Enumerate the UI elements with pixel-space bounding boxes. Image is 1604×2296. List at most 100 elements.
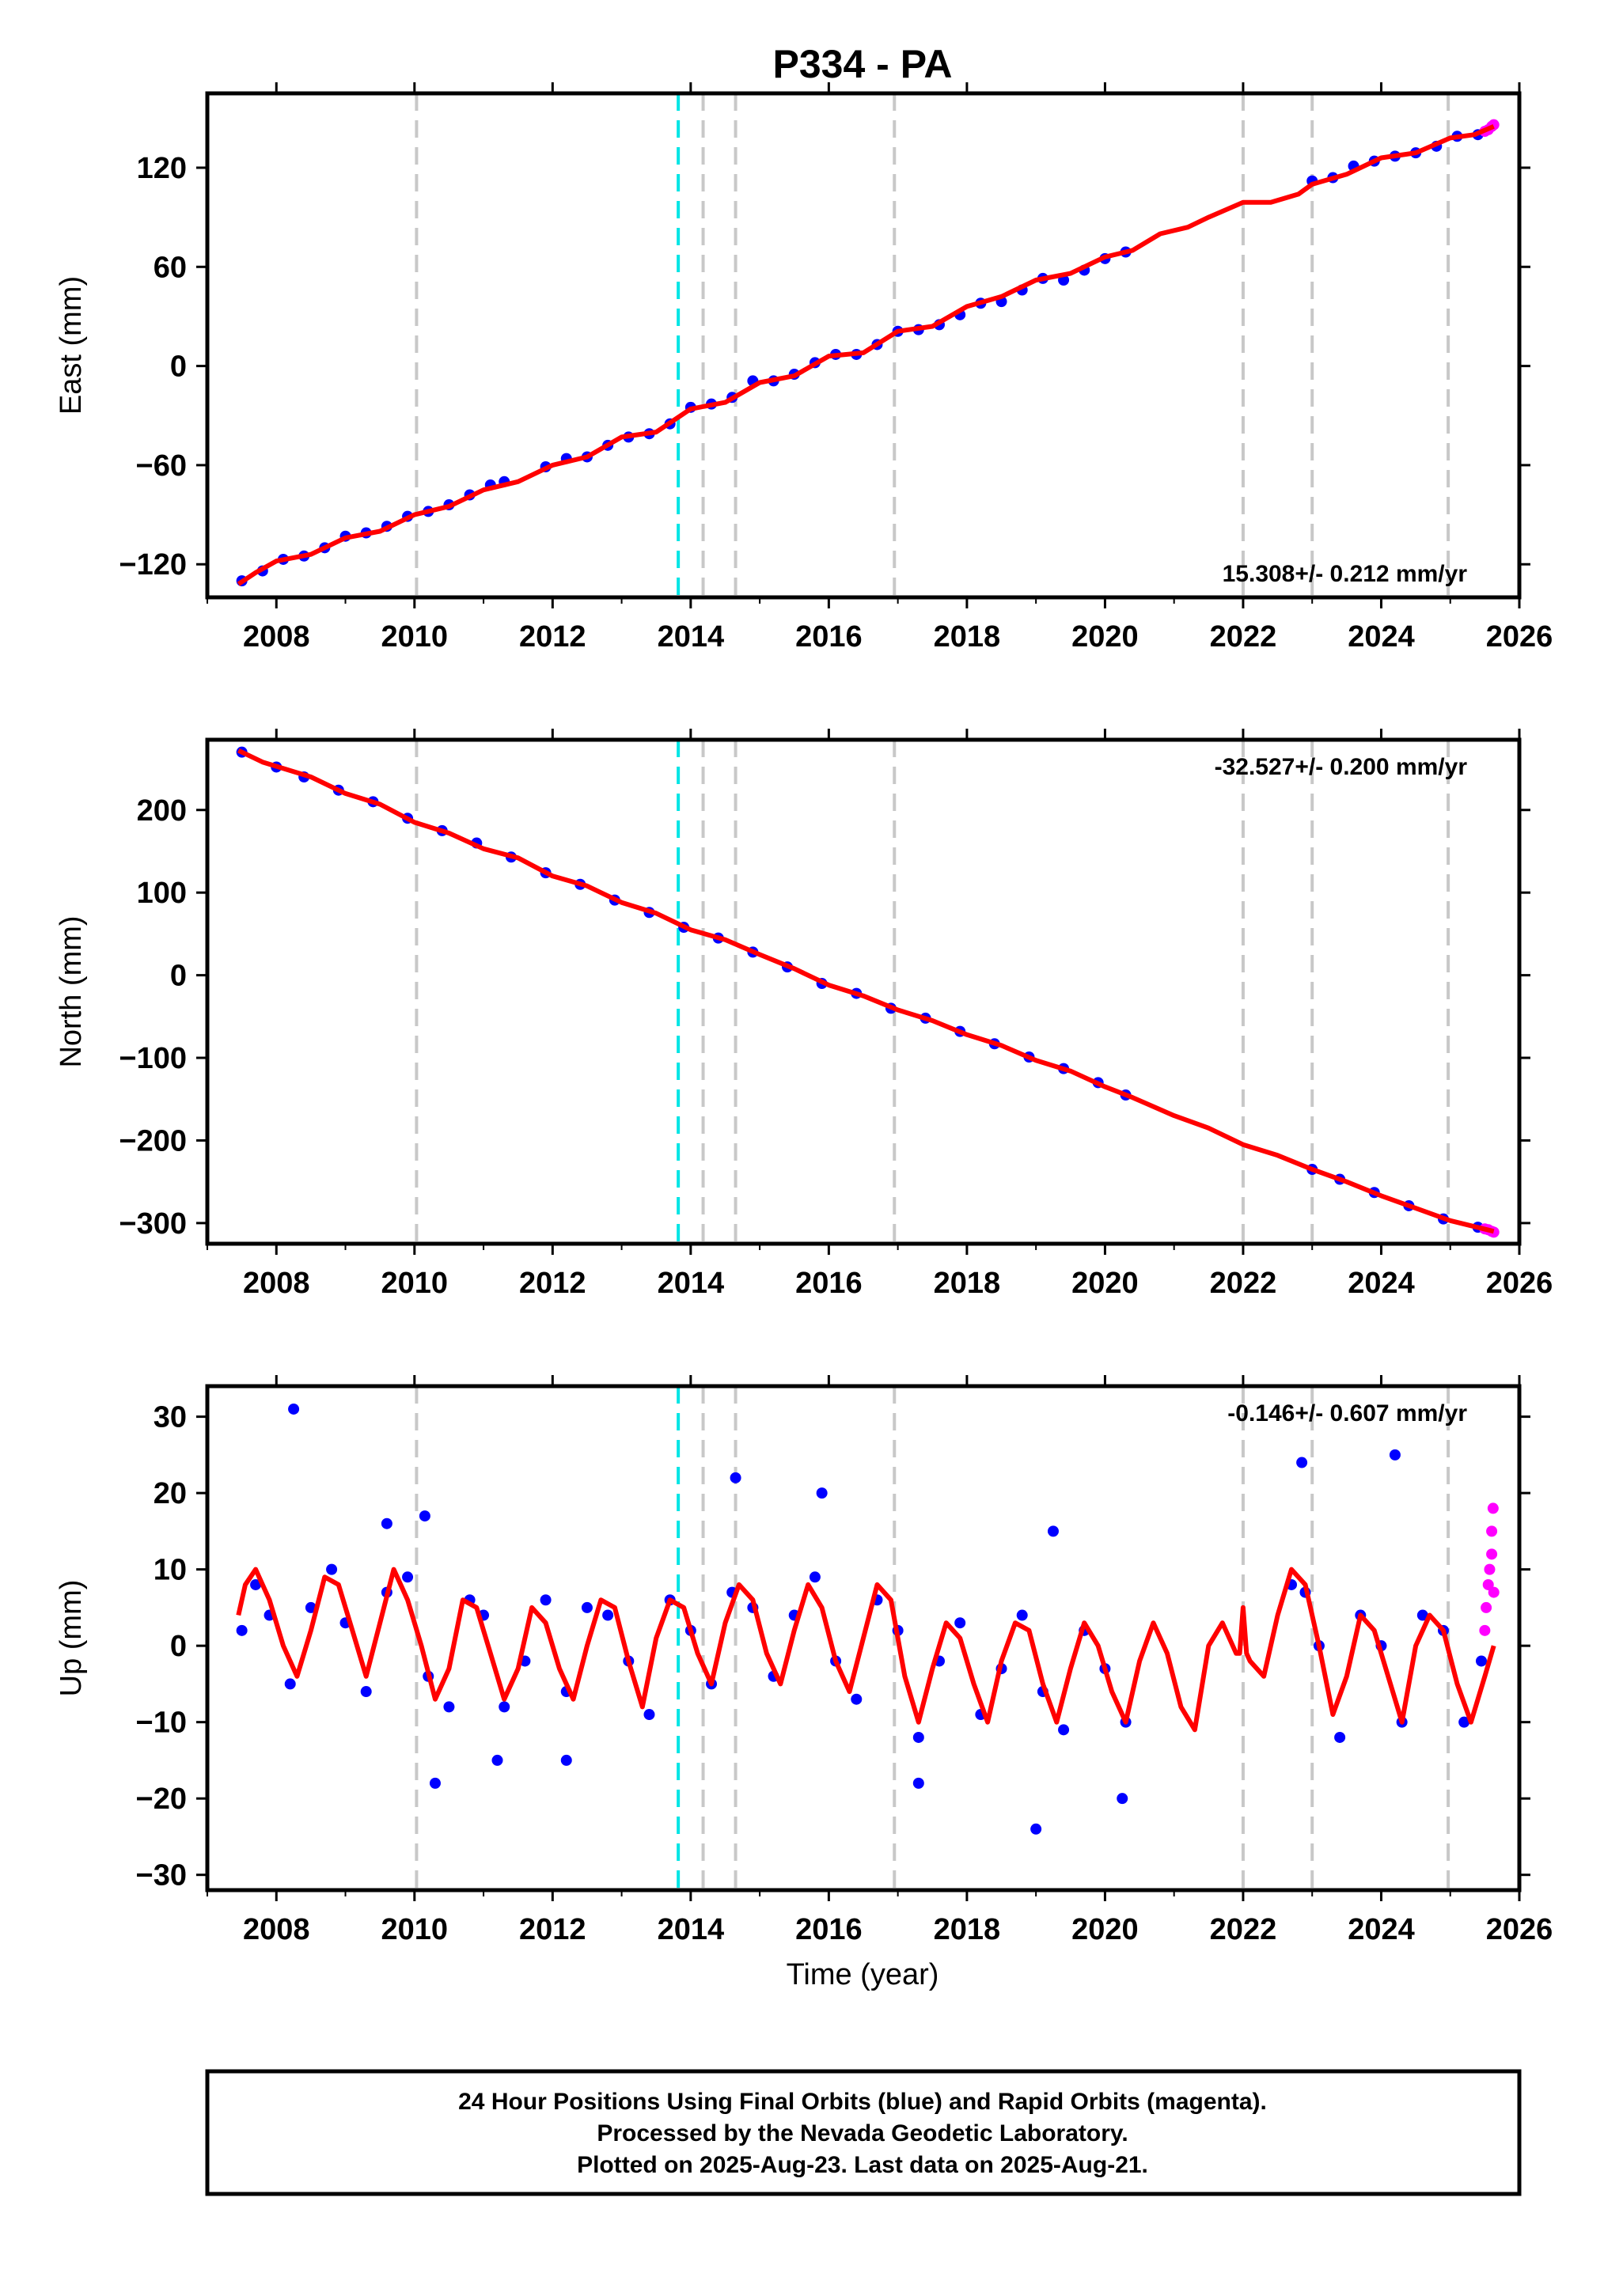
y-tick-label: −30 bbox=[136, 1859, 187, 1892]
caption-line-3: Plotted on 2025-Aug-23. Last data on 202… bbox=[577, 2152, 1148, 2178]
final-orbit-point bbox=[643, 1709, 655, 1721]
rapid-orbit-point bbox=[1484, 1563, 1496, 1575]
x-tick-label: 2016 bbox=[795, 1913, 863, 1946]
x-tick-label: 2016 bbox=[795, 1267, 863, 1300]
panel-frame bbox=[205, 1384, 1522, 1892]
final-orbit-point bbox=[1334, 1731, 1346, 1743]
x-tick-label: 2024 bbox=[1348, 1267, 1415, 1300]
x-tick-label: 2022 bbox=[1210, 1267, 1277, 1300]
y-tick-label: 0 bbox=[170, 1630, 187, 1663]
final-orbit-point bbox=[1030, 1823, 1042, 1835]
velocity-label: 15.308+/- 0.212 mm/yr bbox=[1223, 561, 1468, 587]
figure-title: P334 - PA bbox=[773, 42, 953, 86]
y-tick-label: 120 bbox=[137, 152, 187, 185]
panel-frame bbox=[205, 737, 1522, 1246]
velocity-label: -32.527+/- 0.200 mm/yr bbox=[1215, 754, 1468, 780]
y-tick-label: 60 bbox=[154, 251, 187, 284]
y-tick-label: −200 bbox=[119, 1124, 187, 1157]
final-orbit-point bbox=[381, 1517, 392, 1529]
x-tick-label: 2012 bbox=[519, 620, 586, 654]
final-orbit-point bbox=[816, 1487, 828, 1499]
caption-line-1: 24 Hour Positions Using Final Orbits (bl… bbox=[458, 2089, 1267, 2115]
y-axis-title: North (mm) bbox=[55, 915, 88, 1067]
final-orbit-point bbox=[499, 1701, 510, 1713]
x-tick-label: 2026 bbox=[1486, 1267, 1553, 1300]
final-orbit-point bbox=[1058, 1724, 1070, 1736]
x-tick-label: 2008 bbox=[243, 1913, 310, 1946]
final-orbit-point bbox=[602, 1609, 614, 1621]
x-tick-label: 2024 bbox=[1348, 620, 1415, 654]
x-tick-label: 2014 bbox=[658, 1913, 725, 1946]
final-orbit-point bbox=[809, 1571, 821, 1583]
y-tick-label: −60 bbox=[136, 449, 187, 483]
y-axis-title: East (mm) bbox=[55, 276, 88, 415]
final-orbit-point bbox=[429, 1777, 441, 1789]
x-tick-label: 2010 bbox=[381, 1913, 449, 1946]
plot-area-east bbox=[236, 93, 1500, 597]
final-orbit-point bbox=[560, 1754, 572, 1766]
y-tick-label: 10 bbox=[154, 1554, 187, 1587]
rapid-orbit-point bbox=[1488, 1586, 1500, 1598]
panels-group: 2008 2010 2012 2014 2016 2018 2020 2022 2024 2026… bbox=[55, 82, 1553, 1946]
final-orbit-point bbox=[1389, 1449, 1401, 1461]
x-tick-label: 2026 bbox=[1486, 620, 1553, 654]
velocity-label: -0.146+/- 0.607 mm/yr bbox=[1227, 1400, 1467, 1426]
y-tick-label: −10 bbox=[136, 1707, 187, 1740]
x-tick-label: 2026 bbox=[1486, 1913, 1553, 1946]
x-tick-label: 2008 bbox=[243, 620, 310, 654]
final-orbit-point bbox=[1117, 1793, 1128, 1805]
x-tick-label: 2022 bbox=[1210, 620, 1277, 654]
final-orbit-point bbox=[402, 1571, 414, 1583]
panel-frame bbox=[205, 91, 1522, 600]
final-orbit-point bbox=[1296, 1457, 1308, 1468]
final-orbit-point bbox=[581, 1601, 593, 1613]
x-tick-label: 2018 bbox=[934, 1913, 1001, 1946]
x-tick-label: 2012 bbox=[519, 1913, 586, 1946]
x-tick-label: 2010 bbox=[381, 620, 449, 654]
final-orbit-point bbox=[1416, 1609, 1428, 1621]
x-tick-label: 2020 bbox=[1071, 620, 1139, 654]
x-tick-label: 2014 bbox=[658, 620, 725, 654]
caption-frame bbox=[205, 2069, 1522, 2196]
x-tick-label: 2024 bbox=[1348, 1913, 1415, 1946]
final-orbit-point bbox=[730, 1472, 741, 1483]
plot-area-up bbox=[236, 1386, 1500, 1890]
y-tick-label: −300 bbox=[119, 1207, 187, 1241]
final-orbit-point bbox=[419, 1510, 430, 1522]
x-tick-label: 2020 bbox=[1071, 1913, 1139, 1946]
x-tick-label: 2018 bbox=[934, 1267, 1001, 1300]
final-orbit-point bbox=[491, 1754, 503, 1766]
final-orbit-point bbox=[284, 1678, 296, 1690]
rapid-orbit-point bbox=[1482, 1578, 1494, 1590]
x-axis-title: Time (year) bbox=[787, 1958, 939, 1991]
final-orbit-point bbox=[443, 1701, 455, 1713]
x-tick-label: 2020 bbox=[1071, 1267, 1139, 1300]
x-tick-label: 2014 bbox=[658, 1267, 725, 1300]
caption-line-2: Processed by the Nevada Geodetic Laborat… bbox=[597, 2120, 1128, 2146]
final-orbit-point bbox=[540, 1594, 552, 1606]
x-tick-label: 2010 bbox=[381, 1267, 449, 1300]
y-tick-label: 30 bbox=[154, 1401, 187, 1434]
rapid-orbit-point bbox=[1487, 1502, 1499, 1514]
final-orbit-point bbox=[912, 1731, 924, 1743]
y-tick-label: 100 bbox=[137, 877, 187, 910]
caption-box: 24 Hour Positions Using Final Orbits (bl… bbox=[205, 2069, 1522, 2196]
final-orbit-point bbox=[1047, 1525, 1059, 1537]
panel-north: 2008 2010 2012 2014 2016 2018 2020 2022 2024 2026… bbox=[55, 729, 1553, 1300]
x-tick-label: 2012 bbox=[519, 1267, 586, 1300]
panel-east: 2008 2010 2012 2014 2016 2018 2020 2022 2024 2026… bbox=[55, 82, 1553, 654]
final-orbit-point bbox=[250, 1578, 262, 1590]
final-orbit-point bbox=[288, 1403, 300, 1415]
model-fit-line bbox=[237, 748, 1495, 1234]
rapid-orbit-point bbox=[1479, 1624, 1491, 1636]
y-tick-label: −120 bbox=[119, 548, 187, 582]
final-orbit-point bbox=[1476, 1655, 1488, 1667]
model-fit-line bbox=[237, 124, 1495, 586]
y-tick-label: −100 bbox=[119, 1042, 187, 1075]
final-orbit-point bbox=[236, 1624, 248, 1636]
x-tick-label: 2018 bbox=[934, 620, 1001, 654]
final-orbit-point bbox=[1016, 1609, 1028, 1621]
rapid-orbit-point bbox=[1486, 1548, 1498, 1560]
